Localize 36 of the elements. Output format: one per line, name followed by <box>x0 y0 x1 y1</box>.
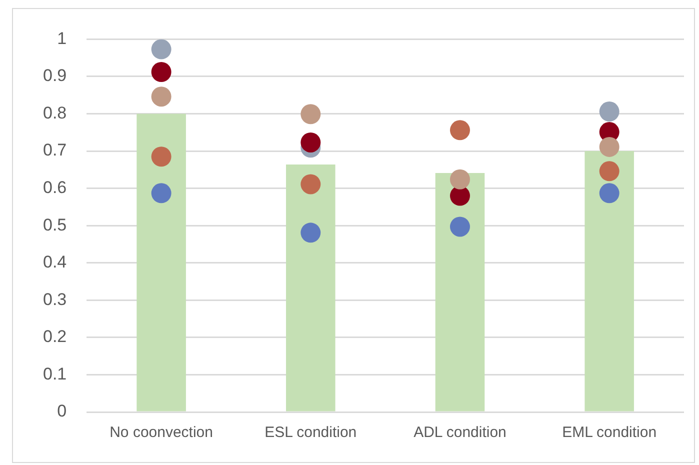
point <box>599 136 620 157</box>
point <box>151 146 172 167</box>
point <box>450 216 470 237</box>
point <box>151 39 172 60</box>
bar <box>286 164 336 412</box>
point <box>151 86 172 107</box>
bar <box>584 151 634 412</box>
point <box>599 183 620 204</box>
point <box>151 183 172 204</box>
y-tick-label: 1 <box>57 28 67 48</box>
point <box>450 169 470 190</box>
point <box>300 174 321 194</box>
y-tick-label: 0.4 <box>42 252 67 272</box>
y-tick-label: 0.5 <box>42 215 67 234</box>
x-tick-label: No coonvection <box>110 424 214 442</box>
y-tick-label: 0.7 <box>42 140 67 160</box>
point <box>599 102 620 122</box>
point <box>300 132 321 152</box>
bar <box>136 114 186 412</box>
y-tick-label: 0.8 <box>42 103 67 122</box>
point <box>300 222 321 243</box>
y-tick-label: 0.6 <box>42 178 67 198</box>
y-tick-label: 0.1 <box>42 364 67 384</box>
point <box>300 104 321 124</box>
point <box>450 186 470 206</box>
point <box>599 161 620 182</box>
y-tick-label: 0 <box>57 402 67 421</box>
point <box>151 62 172 82</box>
point <box>450 120 470 140</box>
y-tick-label: 0.3 <box>42 290 67 309</box>
bar <box>435 173 485 412</box>
x-tick-label: ADL condition <box>414 424 506 442</box>
y-tick-label: 0.2 <box>42 327 67 346</box>
x-tick-label: ESL condition <box>264 424 357 442</box>
x-tick-label: EML condition <box>562 424 657 442</box>
y-tick-label: 0.9 <box>42 66 67 86</box>
